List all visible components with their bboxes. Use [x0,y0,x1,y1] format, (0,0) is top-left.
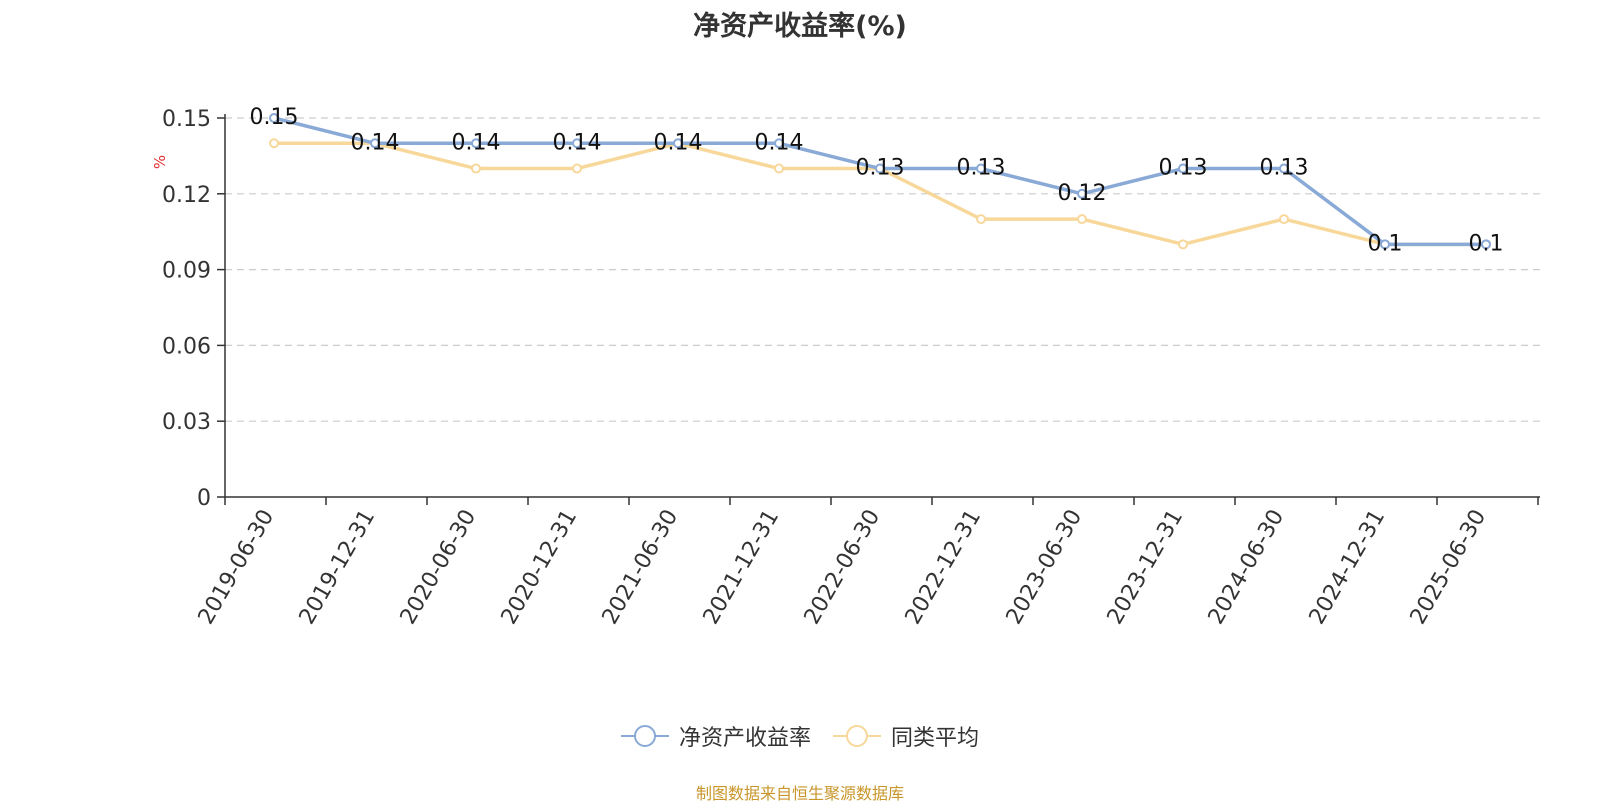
x-tick-label: 2020-06-30 [396,506,482,629]
series-2-point[interactable] [269,138,279,149]
series-1-data-label: 0.13 [957,156,1006,181]
series-1-data-label: 0.14 [654,130,703,155]
series-1-point[interactable] [1178,163,1188,174]
series-1-point[interactable] [1481,239,1491,250]
x-tick-label: 2023-06-30 [1002,506,1088,629]
series-1-point[interactable] [269,113,279,123]
series-lines [269,113,1491,250]
series-1-data-label: 0.13 [1159,156,1208,181]
series-1-point[interactable] [673,138,683,149]
y-tick-label: 0.06 [162,334,211,359]
series-2-point[interactable] [1279,214,1289,225]
series-2-point[interactable] [471,163,481,174]
series-1-data-label: 0.13 [1260,156,1309,181]
series-1-data-label: 0.14 [553,130,602,155]
series-1-data-label: 0.15 [250,105,299,130]
series-2-point[interactable] [774,163,784,174]
legend-marker-icon-series-1 [620,725,669,747]
x-tick-label: 2021-06-30 [598,506,684,629]
series-1-data-label: 0.1 [1368,231,1403,256]
x-tick-label: 2025-06-30 [1406,506,1492,629]
series-1-point[interactable] [875,163,885,174]
grid-lines [225,117,1540,422]
line-chart: 0 0.03 0.06 0.09 0.12 0.15 2019-06-30 2019-12-3… [151,105,1540,629]
series-1-point[interactable] [572,138,582,149]
series-1-point[interactable] [370,138,380,149]
series-2-point[interactable] [572,163,582,174]
series-2-point[interactable] [1178,239,1188,250]
x-tick-label: 2021-12-31 [699,506,785,629]
series-1-point[interactable] [976,163,986,174]
data-source-footer: 制图数据来自恒生聚源数据库 [695,784,904,803]
series-1-point[interactable] [774,138,784,149]
series-1-data-label: 0.12 [1058,181,1107,206]
data-labels: 0.15 0.14 0.14 0.14 0.14 0.14 0.13 0.13 0.12 0.13… [250,105,1504,256]
series-1-point[interactable] [1380,239,1390,250]
series-2-point[interactable] [976,214,986,225]
chart-title: 净资产收益率(%) [693,11,907,42]
series-1-data-label: 0.14 [755,130,804,155]
series-1-data-label: 0.14 [452,130,501,155]
legend-label-series-1: 净资产收益率 [678,726,811,751]
x-tick-label: 2024-12-31 [1305,506,1391,629]
y-tick-label: 0 [197,486,211,511]
series-1-data-label: 0.14 [351,130,400,155]
series-2-point[interactable] [1077,214,1087,225]
series-1-data-label: 0.1 [1469,231,1504,256]
legend: 净资产收益率 同类平均 [0,720,1600,752]
y-tick-label: 0.09 [162,259,211,284]
y-axis-unit-label: % [151,155,169,169]
y-tick-label: 0.15 [162,107,211,132]
x-tick-label: 2019-06-30 [194,506,280,629]
legend-item-series-1[interactable]: 净资产收益率 [620,720,811,752]
x-tick-label: 2024-06-30 [1204,506,1290,629]
axes: 0 0.03 0.06 0.09 0.12 0.15 2019-06-30 2019-12-3… [162,107,1540,629]
x-tick-label: 2019-12-31 [295,506,381,629]
series-1-point[interactable] [1077,188,1087,199]
legend-item-series-2[interactable]: 同类平均 [833,720,979,752]
x-tick-label: 2023-12-31 [1103,506,1189,629]
x-tick-label: 2022-06-30 [800,506,886,629]
series-1-point[interactable] [471,138,481,149]
x-tick-label: 2020-12-31 [497,506,583,629]
x-tick-label: 2022-12-31 [901,506,987,629]
series-1-data-label: 0.13 [856,156,905,181]
series-1-point[interactable] [1279,163,1289,174]
y-tick-label: 0.12 [162,183,211,208]
legend-marker-icon-series-2 [833,725,881,747]
y-tick-label: 0.03 [162,410,211,435]
legend-label-series-2: 同类平均 [891,726,980,751]
